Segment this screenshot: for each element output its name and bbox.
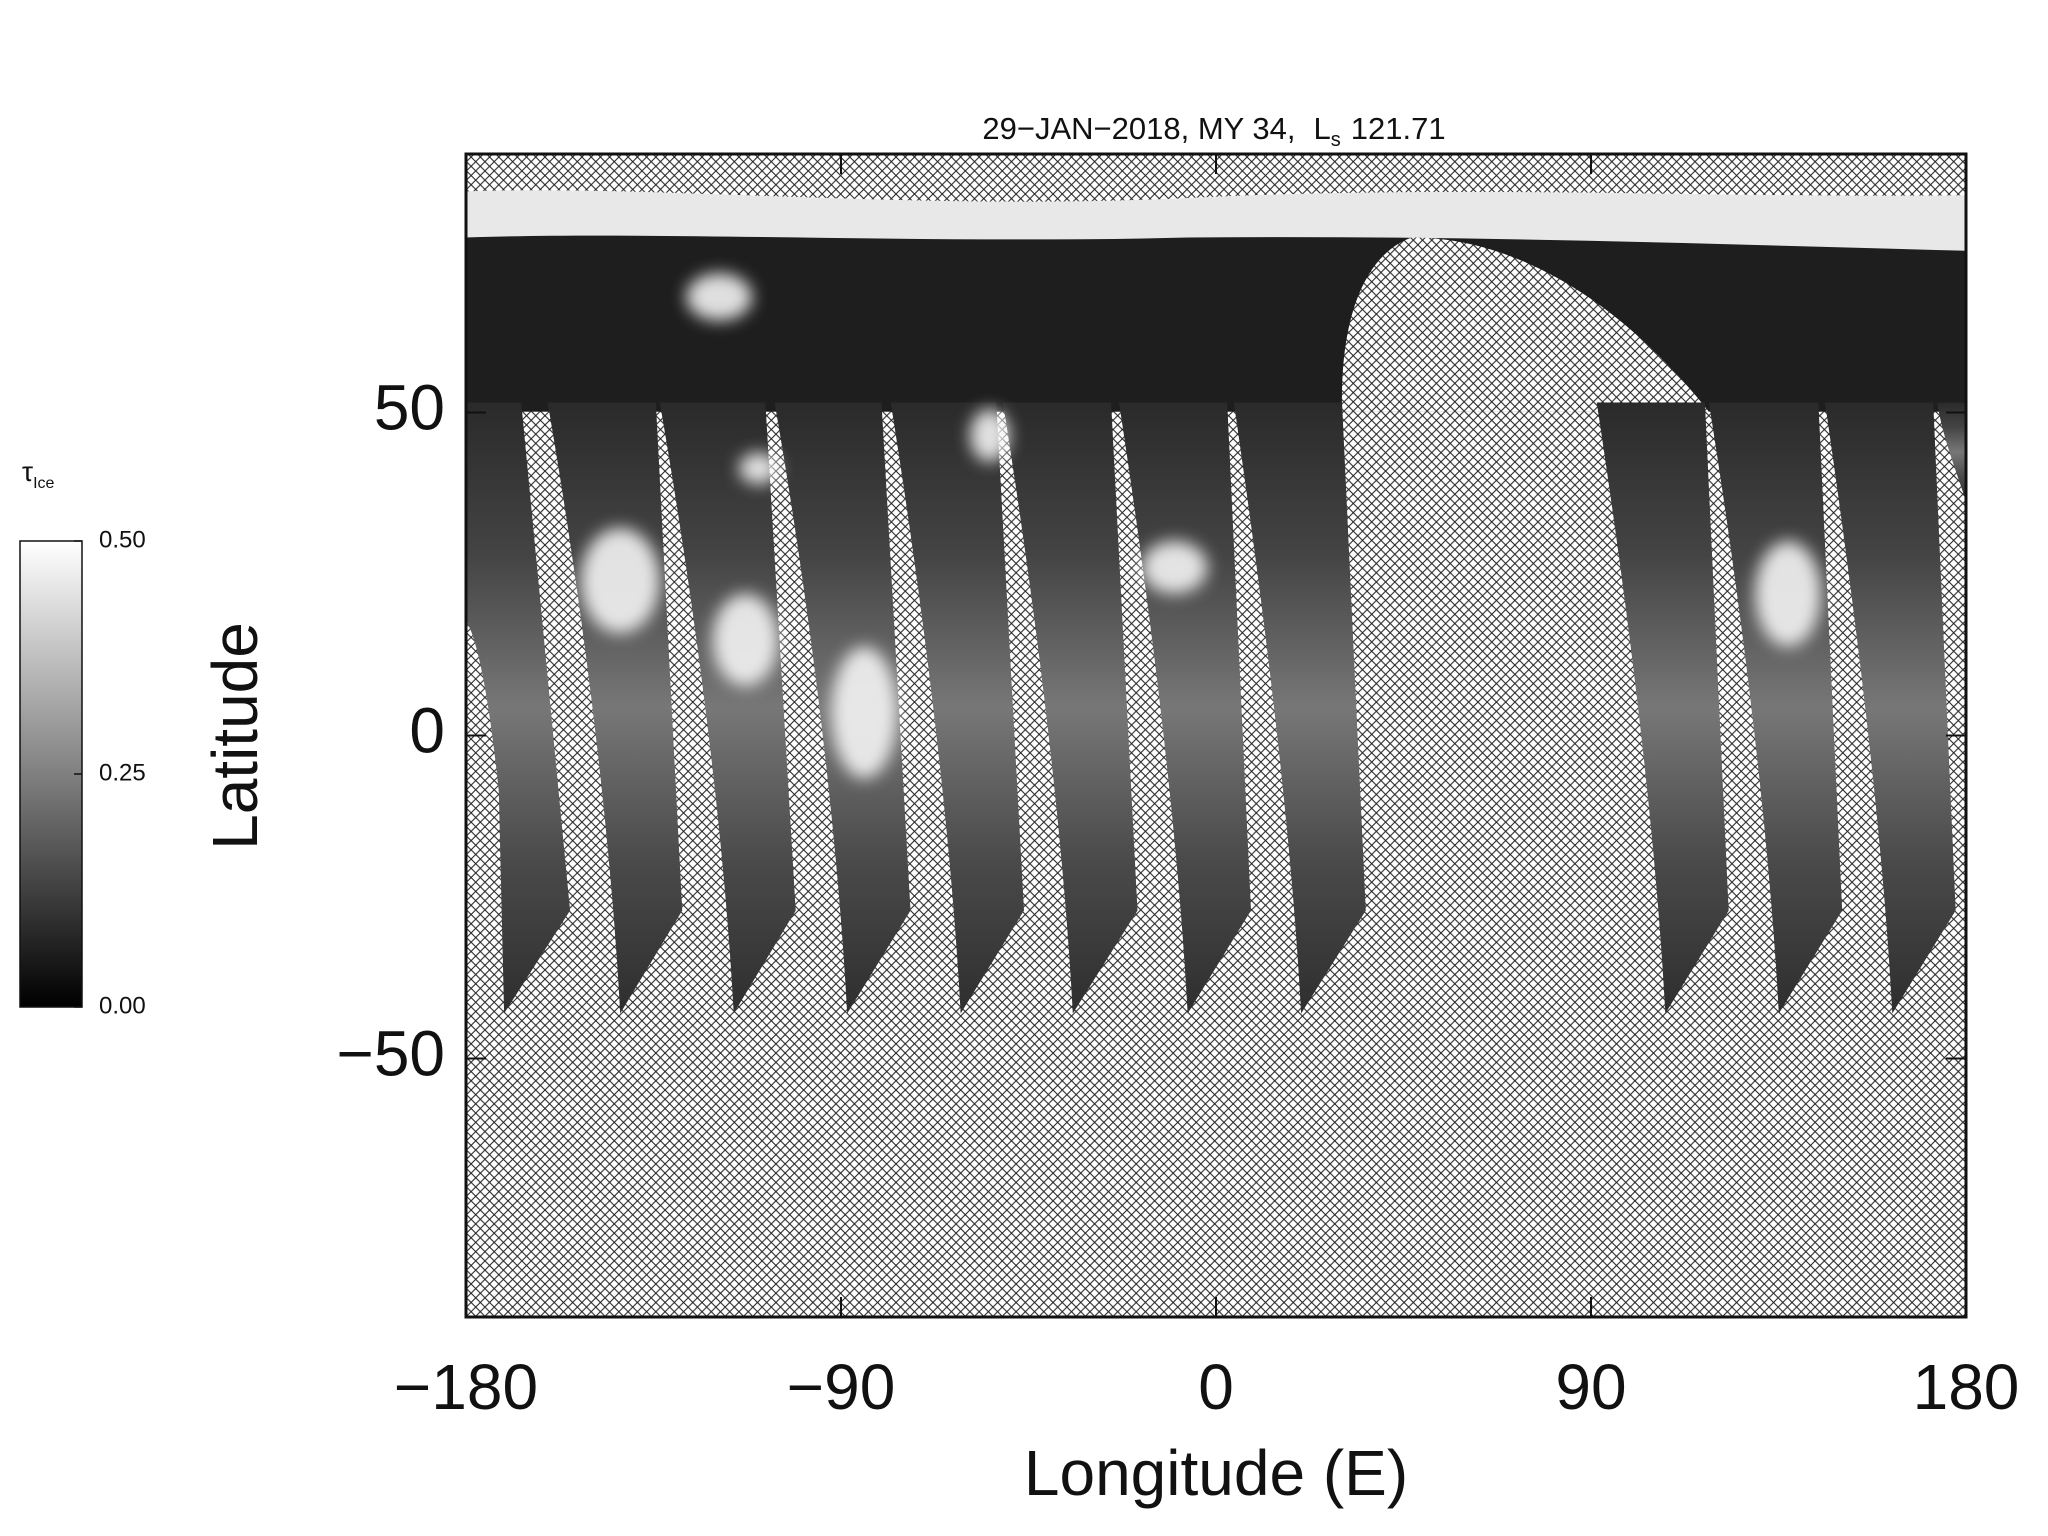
colorbar-tick-label: 0.25 bbox=[99, 759, 146, 786]
colorbar-tick-label: 0.50 bbox=[99, 526, 146, 553]
y-tick-label: 50 bbox=[374, 371, 445, 443]
x-tick-label: 180 bbox=[1913, 1351, 2020, 1423]
title-ls-symbol: L bbox=[1314, 111, 1331, 146]
x-tick-label: −180 bbox=[394, 1351, 538, 1423]
map-image bbox=[465, 154, 1967, 1317]
colorbar-subscript: Ice bbox=[33, 475, 54, 492]
title-ls-value: 121.71 bbox=[1351, 111, 1446, 146]
y-tick-label: −50 bbox=[336, 1017, 445, 1089]
x-axis-label: Longitude (E) bbox=[1024, 1437, 1408, 1509]
colorbar-symbol: τ bbox=[22, 456, 33, 487]
colorbar bbox=[19, 540, 83, 1008]
colorbar-tick-label: 0.00 bbox=[99, 992, 146, 1019]
x-tick-label: 90 bbox=[1555, 1351, 1626, 1423]
title-ls-subscript: s bbox=[1331, 129, 1341, 151]
y-axis-label: Latitude bbox=[199, 622, 271, 850]
x-tick-label: 0 bbox=[1198, 1351, 1234, 1423]
y-tick-label: 0 bbox=[409, 694, 445, 766]
colorbar-title: τIce bbox=[22, 456, 55, 492]
x-tick-label: −90 bbox=[787, 1351, 896, 1423]
chart-title: 29−JAN−2018, MY 34, Ls 121.71 bbox=[982, 111, 1445, 151]
title-text: 29−JAN−2018, MY 34, bbox=[982, 111, 1295, 146]
